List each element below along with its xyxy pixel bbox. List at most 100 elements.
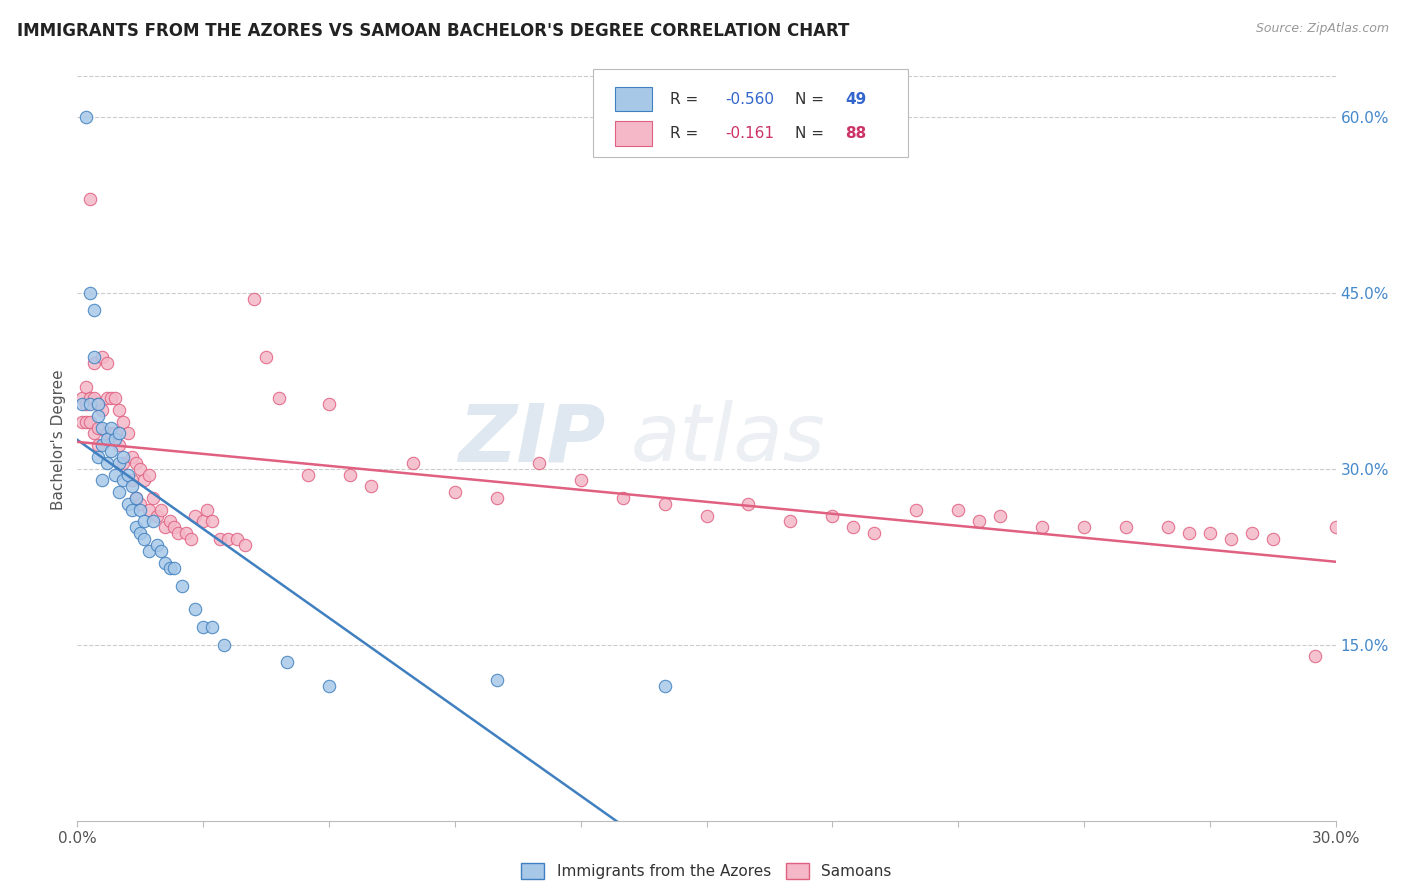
- Point: [1073, 520, 1095, 534]
- Point: [527, 456, 550, 470]
- Point: [444, 485, 467, 500]
- Point: [108, 438, 131, 452]
- Point: [339, 467, 361, 482]
- Point: [155, 556, 177, 570]
- Point: [125, 491, 148, 505]
- Point: [1157, 520, 1180, 534]
- Point: [176, 526, 198, 541]
- Text: atlas: atlas: [631, 401, 825, 478]
- Point: [208, 532, 231, 546]
- Point: [142, 491, 165, 505]
- Point: [75, 415, 97, 429]
- Point: [100, 426, 122, 441]
- Point: [129, 461, 152, 475]
- Point: [104, 433, 127, 447]
- Point: [121, 479, 143, 493]
- Point: [696, 508, 718, 523]
- Point: [91, 420, 114, 434]
- Point: [159, 561, 181, 575]
- Bar: [614, 121, 652, 145]
- Legend: Immigrants from the Azores, Samoans: Immigrants from the Azores, Samoans: [516, 857, 897, 886]
- Point: [1303, 649, 1326, 664]
- Point: [195, 502, 218, 516]
- Point: [117, 497, 139, 511]
- Point: [1261, 532, 1284, 546]
- Text: ZIP: ZIP: [458, 401, 606, 478]
- Point: [108, 426, 131, 441]
- Point: [569, 474, 592, 488]
- Point: [217, 532, 239, 546]
- Point: [155, 520, 177, 534]
- Point: [138, 467, 160, 482]
- Point: [100, 444, 122, 458]
- Point: [100, 420, 122, 434]
- Text: R =: R =: [671, 126, 709, 141]
- Point: [146, 538, 169, 552]
- Point: [87, 438, 110, 452]
- Point: [129, 497, 152, 511]
- Point: [91, 350, 114, 364]
- Point: [159, 515, 181, 529]
- Point: [485, 491, 508, 505]
- Point: [842, 520, 865, 534]
- Point: [112, 456, 135, 470]
- Point: [79, 397, 101, 411]
- Point: [87, 397, 110, 411]
- Point: [297, 467, 319, 482]
- Point: [967, 515, 990, 529]
- Point: [948, 502, 970, 516]
- Point: [360, 479, 382, 493]
- Point: [200, 620, 222, 634]
- Point: [142, 515, 165, 529]
- Text: IMMIGRANTS FROM THE AZORES VS SAMOAN BACHELOR'S DEGREE CORRELATION CHART: IMMIGRANTS FROM THE AZORES VS SAMOAN BAC…: [17, 22, 849, 40]
- Point: [79, 415, 101, 429]
- Point: [737, 497, 759, 511]
- Point: [318, 679, 340, 693]
- Point: [104, 467, 127, 482]
- Point: [150, 543, 173, 558]
- Point: [138, 502, 160, 516]
- Point: [104, 391, 127, 405]
- Point: [87, 450, 110, 464]
- Point: [79, 192, 101, 206]
- Point: [267, 391, 290, 405]
- Point: [1324, 520, 1347, 534]
- Point: [779, 515, 801, 529]
- Point: [96, 426, 118, 441]
- Text: Source: ZipAtlas.com: Source: ZipAtlas.com: [1256, 22, 1389, 36]
- Point: [96, 456, 118, 470]
- Point: [1031, 520, 1053, 534]
- Point: [125, 456, 148, 470]
- Point: [70, 397, 93, 411]
- Point: [654, 679, 676, 693]
- Point: [125, 520, 148, 534]
- Point: [75, 379, 97, 393]
- Point: [1115, 520, 1137, 534]
- Point: [79, 285, 101, 300]
- Point: [1219, 532, 1241, 546]
- Point: [112, 474, 135, 488]
- Point: [83, 391, 105, 405]
- Point: [112, 450, 135, 464]
- Point: [163, 561, 186, 575]
- Point: [184, 508, 207, 523]
- Text: 88: 88: [845, 126, 866, 141]
- Point: [96, 356, 118, 370]
- Point: [180, 532, 202, 546]
- Point: [83, 350, 105, 364]
- Point: [91, 474, 114, 488]
- Text: N =: N =: [794, 92, 828, 107]
- Text: 49: 49: [845, 92, 866, 107]
- Point: [87, 420, 110, 434]
- Bar: [614, 87, 652, 112]
- Point: [485, 673, 508, 687]
- Point: [212, 638, 235, 652]
- Point: [254, 350, 277, 364]
- Point: [654, 497, 676, 511]
- Point: [146, 508, 169, 523]
- Point: [172, 579, 194, 593]
- Point: [75, 397, 97, 411]
- Point: [83, 356, 105, 370]
- Point: [91, 438, 114, 452]
- Text: N =: N =: [794, 126, 828, 141]
